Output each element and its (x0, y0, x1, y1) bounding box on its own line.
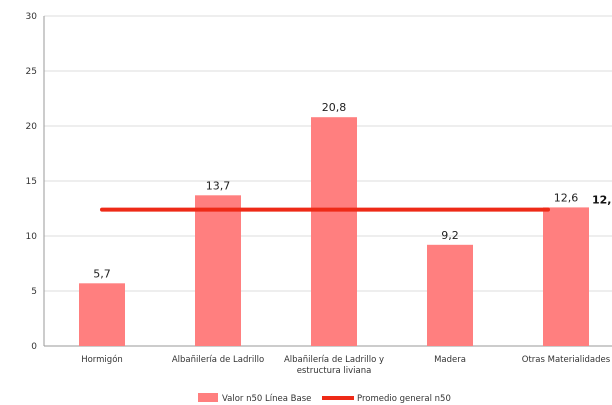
bar (195, 195, 241, 346)
average-label: 12,4 (592, 194, 612, 207)
average-line-group: 12,4 (100, 194, 612, 212)
y-tick-label: 10 (26, 232, 38, 242)
x-tick-label: Madera (434, 355, 466, 365)
y-axis-ticks: 0 5 10 15 20 25 30 (26, 12, 38, 352)
data-label: 12,6 (554, 191, 579, 204)
y-tick-label: 30 (26, 12, 38, 22)
data-label: 9,2 (441, 229, 459, 242)
bar (543, 207, 589, 346)
bars (79, 117, 589, 346)
x-tick-label: Albañilería de Ladrillo y estructura livi… (284, 355, 384, 376)
x-tick-label: Otras Materialidades (522, 355, 611, 365)
x-tick-label: Albañilería de Ladrillo (172, 355, 264, 365)
legend-label-bars: Valor n50 Línea Base (222, 394, 311, 404)
bar (311, 117, 357, 346)
data-labels: 5,7 13,7 20,8 9,2 12,6 (93, 101, 578, 280)
y-tick-label: 5 (31, 287, 37, 297)
bar (427, 244, 473, 346)
y-tick-label: 20 (26, 122, 38, 132)
y-tick-label: 15 (26, 177, 37, 187)
x-tick-label: Hormigón (81, 354, 123, 365)
legend-swatch-bars (198, 393, 218, 402)
legend-label-line: Promedio general n50 (357, 394, 451, 404)
data-label: 13,7 (206, 179, 231, 192)
y-tick-label: 0 (31, 342, 37, 352)
data-label: 20,8 (322, 101, 347, 114)
legend: Valor n50 Línea Base Promedio general n50 (198, 393, 451, 404)
bar (79, 283, 125, 346)
x-axis-labels: Hormigón Albañilería de Ladrillo Albañiler… (81, 354, 611, 376)
data-label: 5,7 (93, 267, 111, 280)
y-tick-label: 25 (26, 67, 37, 77)
